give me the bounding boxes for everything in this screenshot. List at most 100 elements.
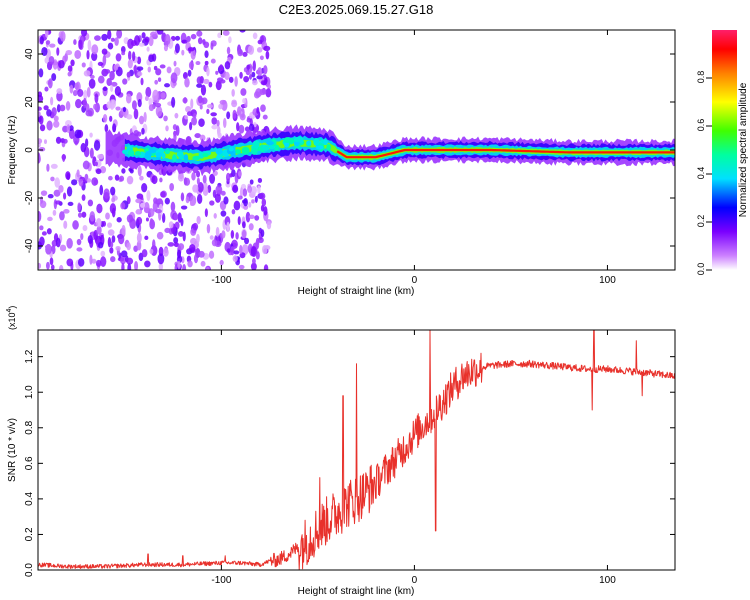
noise-blob: [185, 196, 190, 204]
noise-blob: [145, 217, 149, 222]
noise-blob: [39, 196, 43, 204]
noise-blob: [144, 235, 149, 241]
noise-blob: [86, 50, 90, 60]
noise-blob: [155, 209, 162, 214]
noise-blob: [177, 230, 184, 237]
noise-blob: [108, 175, 113, 181]
snr-x-axis: -100 0 100: [211, 330, 616, 586]
colorbar-gradient: [712, 30, 737, 270]
signal-blob: [313, 138, 320, 146]
noise-blob: [250, 246, 257, 258]
noise-blob: [116, 30, 123, 39]
noise-blob: [46, 228, 52, 235]
noise-blob: [189, 200, 194, 207]
noise-blob: [163, 44, 169, 52]
noise-blob: [243, 75, 250, 83]
noise-blob: [137, 165, 142, 177]
noise-blob: [43, 139, 48, 145]
snr-multiplier-exp: 4: [6, 308, 13, 312]
noise-blob: [166, 66, 172, 74]
noise-blob: [265, 50, 270, 60]
noise-blob: [109, 70, 115, 81]
noise-blob: [180, 205, 188, 210]
noise-blob: [242, 97, 247, 104]
noise-blob: [169, 182, 175, 192]
signal-blob: [299, 136, 304, 144]
noise-blob: [184, 77, 190, 88]
noise-blob: [153, 197, 158, 204]
noise-blob: [259, 55, 264, 61]
noise-blob: [82, 225, 88, 232]
noise-blob: [219, 64, 224, 72]
noise-blob: [66, 124, 70, 134]
noise-blob: [141, 249, 148, 258]
noise-blob: [196, 193, 203, 204]
noise-blob: [160, 191, 166, 198]
noise-blob: [204, 208, 208, 218]
noise-blob: [100, 256, 107, 267]
colorbar-ticks: 0.0 0.2 0.4 0.6 0.8: [696, 71, 712, 276]
noise-blob: [163, 115, 168, 122]
noise-blob: [80, 142, 87, 153]
noise-blob: [93, 139, 101, 151]
noise-blob: [97, 75, 105, 84]
spectrogram-x-label: Height of straight line (km): [298, 286, 415, 297]
noise-blob: [102, 220, 107, 227]
noise-blob: [109, 203, 117, 214]
noise-blob: [132, 51, 136, 62]
noise-blob: [120, 46, 126, 54]
noise-blob: [211, 117, 218, 125]
noise-blob: [215, 70, 219, 75]
noise-blob: [141, 127, 145, 135]
noise-blob: [44, 57, 50, 64]
snr-panel: -100 0 100 0.0 0.2 0.4 0.6 0.8 1.0 1.2 Height of…: [6, 306, 676, 597]
y-tick-label: 0.0: [24, 563, 35, 577]
noise-blob: [106, 101, 112, 109]
noise-blob: [176, 255, 183, 264]
colorbar-tick-label: 0.0: [696, 263, 706, 276]
noise-blob: [43, 105, 49, 111]
noise-blob: [56, 47, 60, 56]
noise-blob: [257, 177, 263, 183]
noise-blob: [141, 182, 148, 193]
signal-blob: [266, 140, 275, 146]
noise-blob: [101, 33, 108, 41]
noise-blob: [121, 250, 128, 258]
noise-blob: [252, 32, 258, 40]
noise-blob: [94, 35, 101, 41]
noise-blob: [177, 173, 185, 182]
noise-blob: [93, 229, 98, 241]
y-tick-label: 0: [24, 147, 35, 153]
noise-blob: [244, 237, 250, 245]
spectrogram-y-label: Frequency (Hz): [7, 116, 18, 185]
noise-blob: [59, 244, 67, 252]
noise-blob: [136, 56, 142, 65]
noise-blob: [198, 118, 205, 127]
y-tick-label: 0.8: [24, 420, 35, 434]
noise-blob: [260, 204, 265, 212]
signal-blob: [127, 149, 135, 157]
noise-blob: [224, 71, 230, 81]
noise-blob: [66, 186, 73, 197]
noise-blob: [252, 257, 256, 265]
noise-blob: [232, 109, 237, 119]
noise-blob: [50, 264, 55, 270]
noise-blob: [226, 248, 231, 253]
noise-blob: [49, 43, 56, 48]
x-tick-label: 0: [412, 575, 418, 586]
signal-blob: [251, 147, 258, 155]
noise-blob: [174, 43, 180, 54]
noise-blob: [63, 192, 67, 200]
noise-blob: [38, 152, 41, 164]
noise-blob: [74, 49, 82, 59]
noise-blob: [38, 115, 44, 125]
noise-blob: [121, 262, 125, 270]
signal-blob: [215, 148, 223, 155]
colorbar-tick-label: 0.6: [696, 119, 706, 132]
noise-blob: [102, 54, 107, 66]
x-tick-label: 0: [412, 275, 418, 286]
y-tick-label: 0.6: [24, 456, 35, 470]
noise-blob: [203, 78, 210, 85]
noise-blob: [154, 79, 159, 85]
noise-blob: [201, 97, 208, 105]
